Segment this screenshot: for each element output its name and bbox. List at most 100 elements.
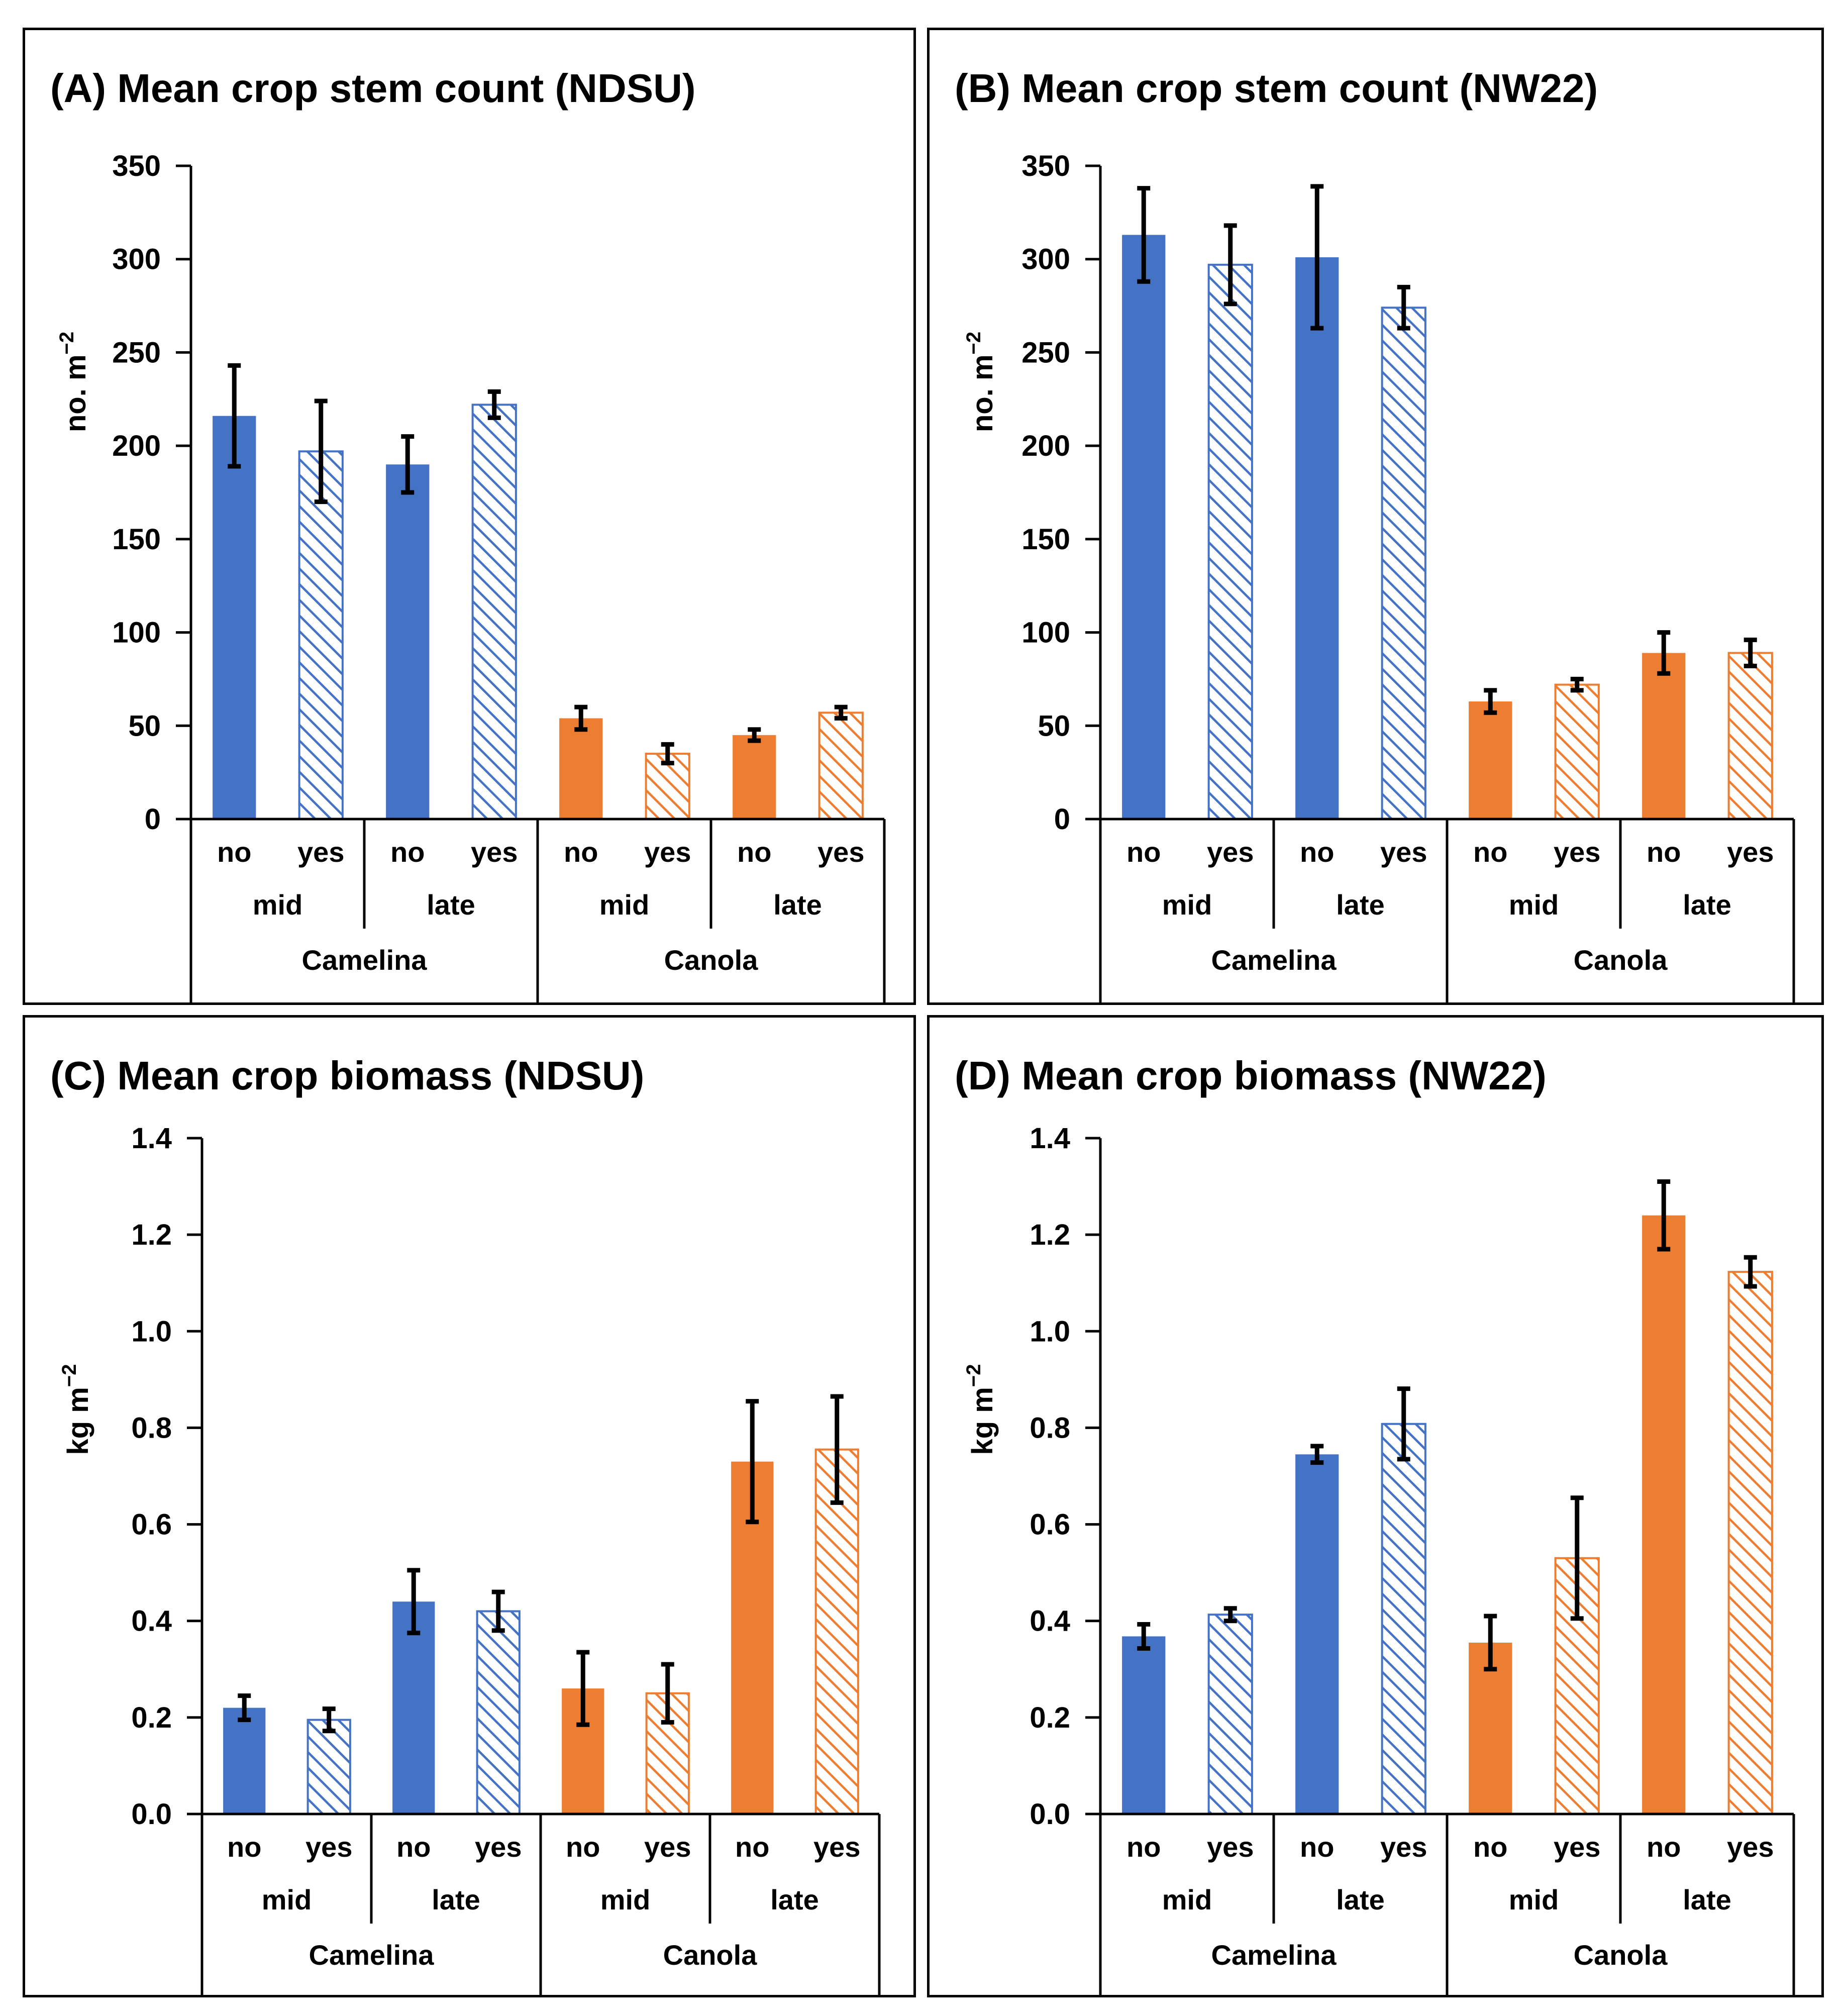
bar-canola-late-no [1642, 1215, 1686, 1814]
panel-d-title: (D) Mean crop biomass (NW22) [955, 1053, 1547, 1098]
x-timing-label: mid [253, 889, 303, 921]
bar-camelina-late-no [392, 1601, 435, 1814]
y-tick-label: 0.2 [1030, 1701, 1070, 1734]
bar-canola-late-yes [818, 712, 864, 821]
x-timing-label: mid [262, 1884, 312, 1916]
y-tick-label: 1.4 [1030, 1122, 1070, 1155]
x-treatment-label: yes [813, 1831, 860, 1863]
panel-b-stem-count-nw22: (B) Mean crop stem count (NW22) 0 50 100 15… [927, 28, 1824, 1005]
bar-canola-late-yes [1727, 1271, 1773, 1816]
y-tick-label: 0.4 [131, 1605, 172, 1638]
y-axis-label-superscript: −2 [58, 1364, 80, 1387]
bar-canola-late-no [733, 735, 776, 819]
y-axis-label: kg m−2 [963, 1364, 999, 1455]
bar-canola-mid-no [559, 718, 603, 819]
bar-camelina-late-yes [1381, 1423, 1426, 1815]
x-treatment-label: no [1473, 1831, 1507, 1863]
x-crop-label: Camelina [309, 1939, 435, 1971]
x-treatment-label: no [1647, 836, 1681, 868]
bar-camelina-mid-yes [1207, 263, 1253, 820]
x-treatment-label: no [735, 1831, 769, 1863]
y-tick-label: 0.6 [1030, 1508, 1070, 1541]
bar-camelina-late-no [1295, 257, 1339, 819]
x-treatment-label: no [1126, 1831, 1161, 1863]
x-timing-label: late [1336, 889, 1385, 921]
x-crop-label: Camelina [1211, 944, 1337, 976]
x-treatment-label: no [1300, 836, 1334, 868]
x-crop-label: Canola [1574, 944, 1668, 976]
y-tick-label: 300 [1021, 243, 1070, 276]
bar-camelina-late-no [1295, 1454, 1339, 1814]
x-timing-label: mid [1162, 1884, 1212, 1916]
y-tick-label: 300 [112, 243, 161, 276]
x-treatment-label: yes [1727, 1831, 1774, 1863]
bar-camelina-late-yes [476, 1610, 521, 1815]
bar-canola-late-yes [814, 1448, 859, 1815]
y-tick-label: 100 [112, 617, 161, 649]
x-treatment-label: yes [475, 1831, 522, 1863]
x-treatment-label: yes [305, 1831, 352, 1863]
panel-c-chart: 0.0 0.2 0.4 0.6 0.8 1.0 1.2 1.4 kg m−2 no yes no yes… [58, 1122, 881, 1995]
y-tick-label: 0.4 [1030, 1605, 1070, 1638]
x-timing-label: late [1683, 889, 1731, 921]
y-axis-label-text: no. m [966, 354, 999, 432]
x-treatment-label: no [1473, 836, 1507, 868]
x-treatment-label: yes [1207, 836, 1254, 868]
x-treatment-label: yes [644, 836, 691, 868]
y-tick-label: 100 [1021, 617, 1070, 649]
bar-canola-late-yes [1727, 652, 1773, 821]
y-axis-label-text: kg m [966, 1387, 999, 1455]
x-treatment-label: no [390, 836, 425, 868]
y-tick-label: 150 [112, 523, 161, 556]
y-axis-label-superscript: −2 [56, 332, 78, 355]
x-treatment-label: no [564, 836, 598, 868]
panel-d-chart: 0.0 0.2 0.4 0.6 0.8 1.0 1.2 1.4 kg m−2 no yes no yes… [963, 1122, 1795, 1995]
x-crop-label: Canola [663, 1939, 758, 1971]
y-tick-label: 0.2 [131, 1701, 172, 1734]
y-tick-label: 50 [1038, 710, 1070, 742]
y-tick-label: 0.6 [131, 1508, 172, 1541]
x-treatment-label: yes [1380, 1831, 1427, 1863]
y-tick-label: 1.2 [1030, 1219, 1070, 1251]
y-tick-label: 0.8 [131, 1412, 172, 1444]
x-treatment-label: yes [1554, 1831, 1600, 1863]
y-axis-label: kg m−2 [58, 1364, 94, 1455]
x-treatment-label: no [1300, 1831, 1334, 1863]
bar-camelina-late-yes [1381, 307, 1426, 820]
y-tick-label: 250 [112, 336, 161, 369]
x-treatment-label: yes [1554, 836, 1600, 868]
bar-camelina-mid-yes [1207, 1614, 1253, 1815]
x-treatment-label: no [737, 836, 771, 868]
bar-camelina-mid-no [1122, 235, 1166, 819]
x-timing-label: mid [599, 889, 650, 921]
x-treatment-label: yes [817, 836, 864, 868]
x-timing-label: late [1336, 1884, 1385, 1916]
y-tick-label: 50 [128, 710, 161, 742]
bar-camelina-mid-no [1122, 1636, 1166, 1814]
bar-canola-late-no [1642, 653, 1686, 819]
x-treatment-label: no [1647, 1831, 1681, 1863]
panel-d-biomass-nw22: (D) Mean crop biomass (NW22) 0.0 0.2 0.4 0.… [927, 1015, 1824, 1997]
panel-a-stem-count-ndsu: (A) Mean crop stem count (NDSU) 0 50 100 15… [23, 28, 916, 1005]
y-tick-label: 1.0 [131, 1315, 172, 1348]
y-axis-label-superscript: −2 [963, 332, 985, 355]
x-crop-label: Canola [664, 944, 759, 976]
x-timing-label: late [773, 889, 822, 921]
y-tick-label: 1.0 [1030, 1315, 1070, 1348]
x-treatment-label: yes [297, 836, 344, 868]
x-timing-label: late [427, 889, 475, 921]
panel-b-chart: 0 50 100 150 200 250 300 350 no. m−2 no yes no yes no… [963, 150, 1795, 1002]
x-treatment-label: no [566, 1831, 600, 1863]
y-tick-label: 1.2 [131, 1219, 172, 1251]
bar-camelina-mid-no [213, 416, 256, 819]
y-tick-label: 150 [1021, 523, 1070, 556]
bar-canola-mid-yes [1554, 683, 1600, 820]
y-tick-label: 250 [1021, 336, 1070, 369]
bar-camelina-mid-no [223, 1707, 266, 1814]
panel-c-biomass-ndsu: (C) Mean crop biomass (NDSU) 0.0 0.2 0.4 0.… [23, 1015, 916, 1997]
x-timing-label: late [770, 1884, 819, 1916]
panel-a-title: (A) Mean crop stem count (NDSU) [50, 66, 696, 111]
y-tick-label: 0.0 [1030, 1798, 1070, 1831]
y-axis-label-superscript: −2 [963, 1364, 985, 1387]
x-treatment-label: no [227, 1831, 261, 1863]
